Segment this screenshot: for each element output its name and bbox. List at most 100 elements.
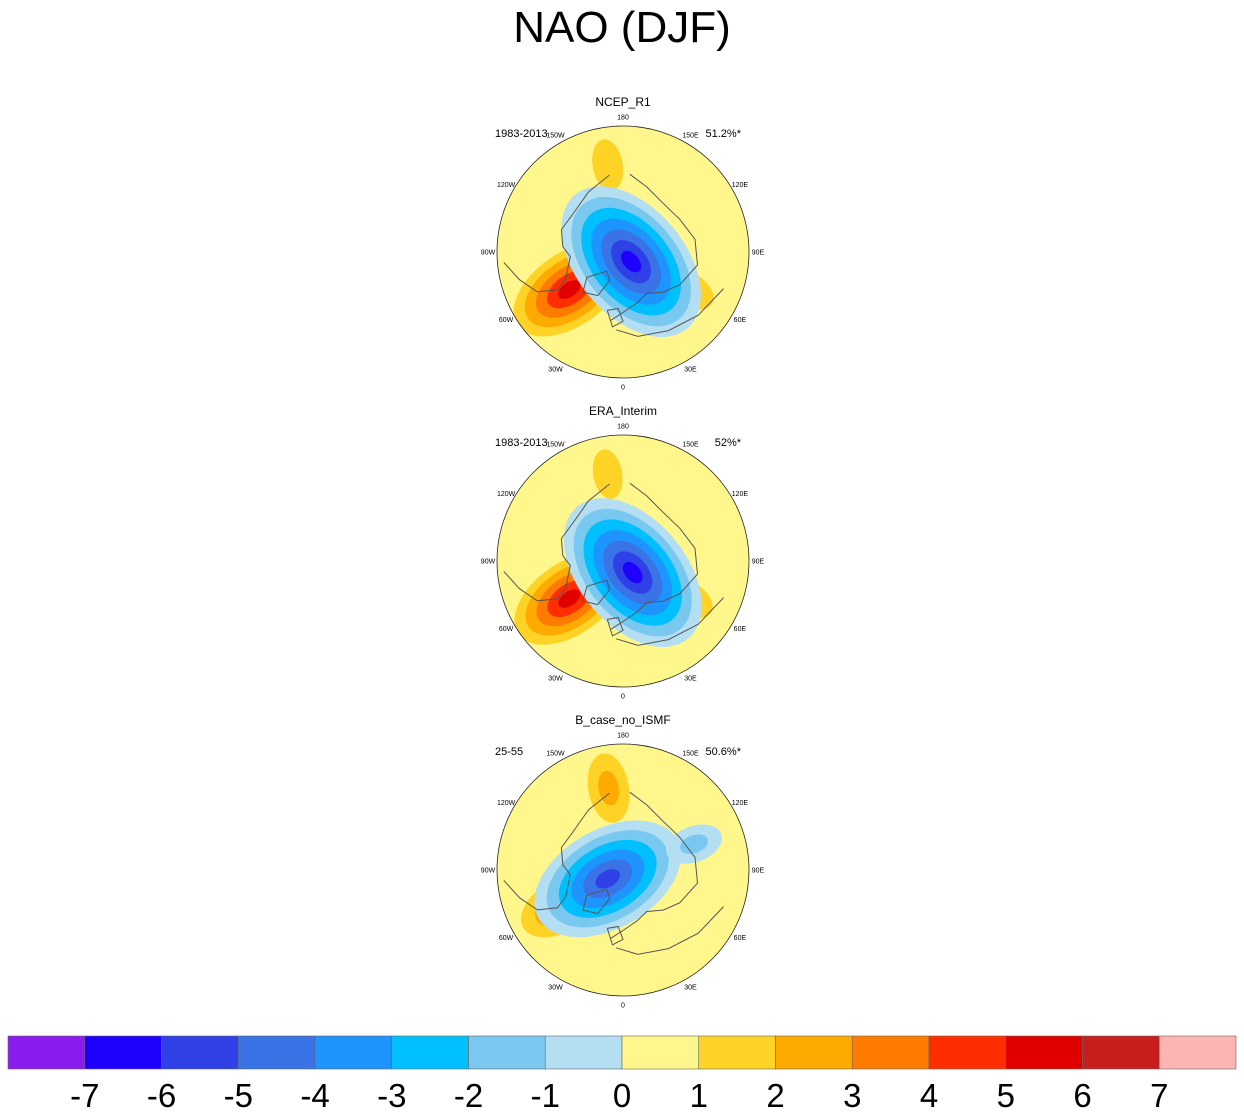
- coastline: [616, 597, 724, 646]
- contour-level: [592, 449, 623, 499]
- lon-tick-label: 180: [617, 424, 629, 431]
- colorbar-swatch: [161, 1035, 239, 1070]
- colorbar-swatch: [851, 1035, 930, 1070]
- lon-tick-label: 120W: [497, 491, 516, 498]
- map-boundary: [496, 434, 750, 688]
- panel-variance: 52%*: [715, 437, 742, 449]
- lon-tick-label: 150E: [682, 751, 699, 758]
- eof-field: [497, 435, 749, 687]
- panel-period: 1983-2013: [495, 437, 548, 449]
- colorbar-swatch: [1005, 1035, 1083, 1070]
- eof-field: [497, 126, 749, 378]
- lon-tick-label: 0: [621, 385, 625, 392]
- contour-level: [621, 250, 642, 273]
- contour-level: [598, 770, 620, 806]
- lon-tick-label: 90E: [752, 868, 765, 875]
- lon-tick-label: 150W: [546, 751, 565, 758]
- lon-tick-label: 180: [617, 115, 629, 122]
- lon-tick-label: 60W: [499, 935, 514, 942]
- lon-tick-label: 90W: [481, 868, 496, 875]
- colorbar-swatch: [391, 1035, 469, 1070]
- colorbar-swatch: [314, 1035, 393, 1070]
- map-boundary: [496, 743, 750, 997]
- colorbar-tick-label: 1: [690, 1077, 708, 1114]
- contour-level: [680, 834, 709, 854]
- lon-tick-label: 120E: [732, 491, 749, 498]
- coastline: [606, 925, 624, 946]
- colorbar-tick-label: -7: [70, 1077, 99, 1114]
- colorbar-tick-label: -6: [147, 1077, 176, 1114]
- colorbar-tick-label: 0: [613, 1077, 631, 1114]
- lon-tick-label: 30W: [548, 675, 563, 682]
- coastline: [616, 906, 724, 955]
- lon-tick-label: 150E: [682, 133, 699, 140]
- coastline: [503, 483, 610, 602]
- lon-tick-label: 0: [621, 694, 625, 701]
- coastline: [582, 579, 611, 606]
- lon-tick-label: 120E: [732, 182, 749, 189]
- panel-title: ERA_Interim: [589, 404, 657, 418]
- coastline: [610, 482, 699, 630]
- lon-tick-label: 0: [621, 1003, 625, 1010]
- coastline: [606, 307, 624, 328]
- coastlines: [503, 482, 724, 646]
- colorbar-tick-label: -5: [224, 1077, 253, 1114]
- lon-tick-label: 30E: [684, 675, 697, 682]
- colorbar-swatch: [7, 1035, 86, 1070]
- lon-tick-label: 120W: [497, 800, 516, 807]
- low-center: [666, 824, 722, 864]
- lon-tick-label: 30W: [548, 366, 563, 373]
- panel-variance: 51.2%*: [706, 128, 742, 140]
- lon-tick-label: 30W: [548, 984, 563, 991]
- lon-tick-label: 150E: [682, 442, 699, 449]
- lon-tick-label: 30E: [684, 984, 697, 991]
- colorbar-tick-label: 3: [843, 1077, 861, 1114]
- coastline: [582, 270, 611, 297]
- panel-period: 1983-2013: [495, 128, 548, 140]
- coastlines: [503, 791, 724, 955]
- colorbar-swatch: [928, 1035, 1007, 1070]
- colorbar-swatch: [698, 1035, 776, 1070]
- coastline: [610, 791, 699, 939]
- lon-tick-label: 120W: [497, 182, 516, 189]
- colorbar-swatch: [1082, 1035, 1160, 1070]
- colorbar-swatch: [775, 1035, 853, 1070]
- lon-tick-label: 150W: [546, 133, 565, 140]
- panel-period: 25-55: [495, 746, 523, 758]
- lon-tick-label: 150W: [546, 442, 565, 449]
- colorbar-tick-label: -4: [300, 1077, 329, 1114]
- lon-tick-label: 120E: [732, 800, 749, 807]
- colorbar: -7 -6 -5 -4 -3 -2 -1 0 1 2 3 4 5 6 7: [7, 1035, 1237, 1114]
- colorbar-tick-label: 7: [1150, 1077, 1168, 1114]
- lon-tick-label: 60W: [499, 317, 514, 324]
- colorbar-tick-label: -3: [377, 1077, 406, 1114]
- coastline: [503, 174, 610, 293]
- lon-tick-label: 90E: [752, 559, 765, 566]
- colorbar-tick-label: 4: [920, 1077, 938, 1114]
- figure-title: NAO (DJF): [513, 3, 731, 52]
- eof-field: [497, 744, 749, 996]
- coastline: [503, 792, 610, 911]
- colorbar-tick-label: -2: [454, 1077, 483, 1114]
- map-panel-1: 180 150E 120E 90E 60E 30E 0 30W 60W 90W 120W 150W NC…: [481, 95, 765, 392]
- contour-level: [622, 561, 643, 584]
- lon-tick-label: 180: [617, 733, 629, 740]
- colorbar-swatch: [84, 1035, 162, 1070]
- lon-tick-label: 60W: [499, 626, 514, 633]
- colorbar-tick-label: 2: [766, 1077, 784, 1114]
- map-panel-2: 180 150E 120E 90E 60E 30E 0 30W 60W 90W 120W 150W ER…: [481, 404, 765, 701]
- coastline: [610, 173, 699, 321]
- map-boundary: [496, 125, 750, 379]
- lon-tick-label: 30E: [684, 366, 697, 373]
- panel-variance: 50.6%*: [706, 746, 742, 758]
- low-center: [561, 186, 701, 338]
- colorbar-tick-label: 5: [997, 1077, 1015, 1114]
- contour-level: [592, 139, 624, 191]
- panel-title: B_case_no_ISMF: [575, 713, 670, 727]
- coastline: [582, 888, 611, 915]
- lon-tick-label: 60E: [734, 317, 747, 324]
- contour-level: [558, 280, 581, 299]
- colorbar-swatch: [621, 1035, 700, 1070]
- panel-title: NCEP_R1: [595, 95, 651, 109]
- colorbar-swatch: [544, 1035, 623, 1070]
